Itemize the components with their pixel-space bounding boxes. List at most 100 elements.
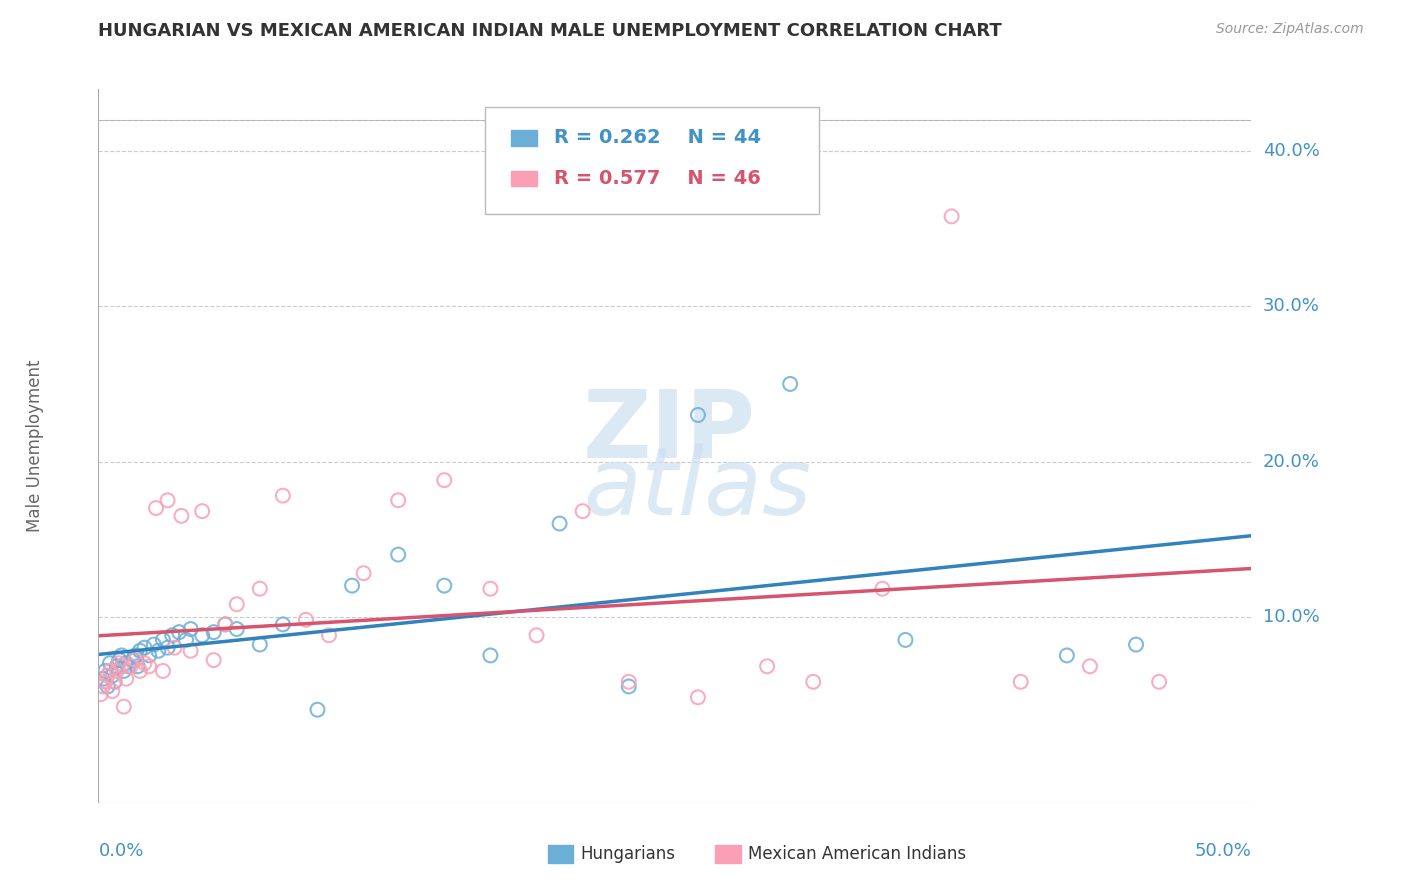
Point [91, 672, 114, 686]
Point [112, 664, 135, 678]
Text: 40.0%: 40.0% [1263, 142, 1320, 161]
Point [112, 699, 135, 714]
Point [941, 210, 963, 224]
Point [180, 622, 202, 636]
Point [117, 659, 139, 673]
Point [152, 664, 174, 678]
Point [387, 548, 409, 562]
Point [307, 703, 329, 717]
Point [686, 690, 709, 705]
Bar [512, 170, 537, 186]
Point [479, 648, 502, 663]
Point [110, 648, 132, 663]
Text: 0.0%: 0.0% [98, 841, 143, 860]
Point [548, 516, 571, 531]
Point [129, 664, 152, 678]
Point [98, 656, 121, 670]
Bar [512, 130, 537, 145]
Point [124, 648, 146, 663]
Point [156, 640, 179, 655]
Point [1056, 648, 1078, 663]
Point [617, 680, 640, 694]
Point [142, 638, 165, 652]
Point [160, 628, 183, 642]
Text: Male Unemployment: Male Unemployment [25, 359, 44, 533]
Bar [548, 845, 574, 863]
Text: R = 0.262    N = 44: R = 0.262 N = 44 [554, 128, 761, 147]
Point [526, 628, 548, 642]
Text: atlas: atlas [582, 443, 811, 534]
Point [115, 656, 138, 670]
Point [163, 640, 186, 655]
Point [479, 582, 502, 596]
Point [387, 493, 409, 508]
Point [779, 376, 801, 391]
Point [110, 659, 132, 673]
Point [94, 674, 117, 689]
Point [105, 659, 128, 673]
Point [174, 632, 197, 647]
Text: Mexican American Indians: Mexican American Indians [748, 846, 966, 863]
Point [101, 684, 124, 698]
Point [191, 628, 214, 642]
Point [872, 582, 894, 596]
Point [152, 632, 174, 647]
Point [97, 680, 120, 694]
Point [191, 504, 214, 518]
Point [129, 644, 152, 658]
Point [202, 653, 225, 667]
Point [214, 617, 236, 632]
Text: Hungarians: Hungarians [581, 846, 675, 863]
Point [571, 504, 593, 518]
Point [1125, 638, 1147, 652]
Text: 50.0%: 50.0% [1195, 841, 1251, 860]
Point [127, 659, 149, 673]
Text: ZIP: ZIP [582, 385, 755, 478]
Point [1078, 659, 1101, 673]
Point [108, 653, 131, 667]
Text: R = 0.577    N = 46: R = 0.577 N = 46 [554, 169, 761, 188]
Point [115, 672, 138, 686]
Point [124, 653, 146, 667]
Point [756, 659, 779, 673]
Point [433, 473, 456, 487]
Point [180, 644, 202, 658]
Point [318, 628, 340, 642]
Point [134, 656, 156, 670]
Point [617, 674, 640, 689]
Point [156, 493, 179, 508]
Point [97, 668, 120, 682]
Point [249, 638, 271, 652]
Point [103, 674, 125, 689]
Point [801, 674, 824, 689]
Point [353, 566, 375, 581]
Point [138, 648, 160, 663]
Point [148, 644, 170, 658]
Point [120, 659, 142, 673]
Point [249, 582, 271, 596]
Point [295, 613, 318, 627]
Point [1147, 674, 1170, 689]
Point [202, 625, 225, 640]
Point [1010, 674, 1032, 689]
Point [170, 508, 193, 523]
FancyBboxPatch shape [485, 107, 818, 214]
Point [91, 680, 114, 694]
Point [433, 579, 456, 593]
Bar [716, 845, 741, 863]
Point [225, 597, 247, 611]
Point [101, 668, 124, 682]
Point [105, 664, 128, 678]
Text: Source: ZipAtlas.com: Source: ZipAtlas.com [1216, 22, 1364, 37]
Point [122, 653, 145, 667]
Point [98, 664, 121, 678]
Point [686, 408, 709, 422]
Point [225, 622, 247, 636]
Text: HUNGARIAN VS MEXICAN AMERICAN INDIAN MALE UNEMPLOYMENT CORRELATION CHART: HUNGARIAN VS MEXICAN AMERICAN INDIAN MAL… [98, 22, 1002, 40]
Point [167, 625, 190, 640]
Text: 20.0%: 20.0% [1263, 452, 1320, 470]
Point [138, 659, 160, 673]
Point [214, 617, 236, 632]
Text: 10.0%: 10.0% [1263, 607, 1320, 625]
Point [134, 640, 156, 655]
